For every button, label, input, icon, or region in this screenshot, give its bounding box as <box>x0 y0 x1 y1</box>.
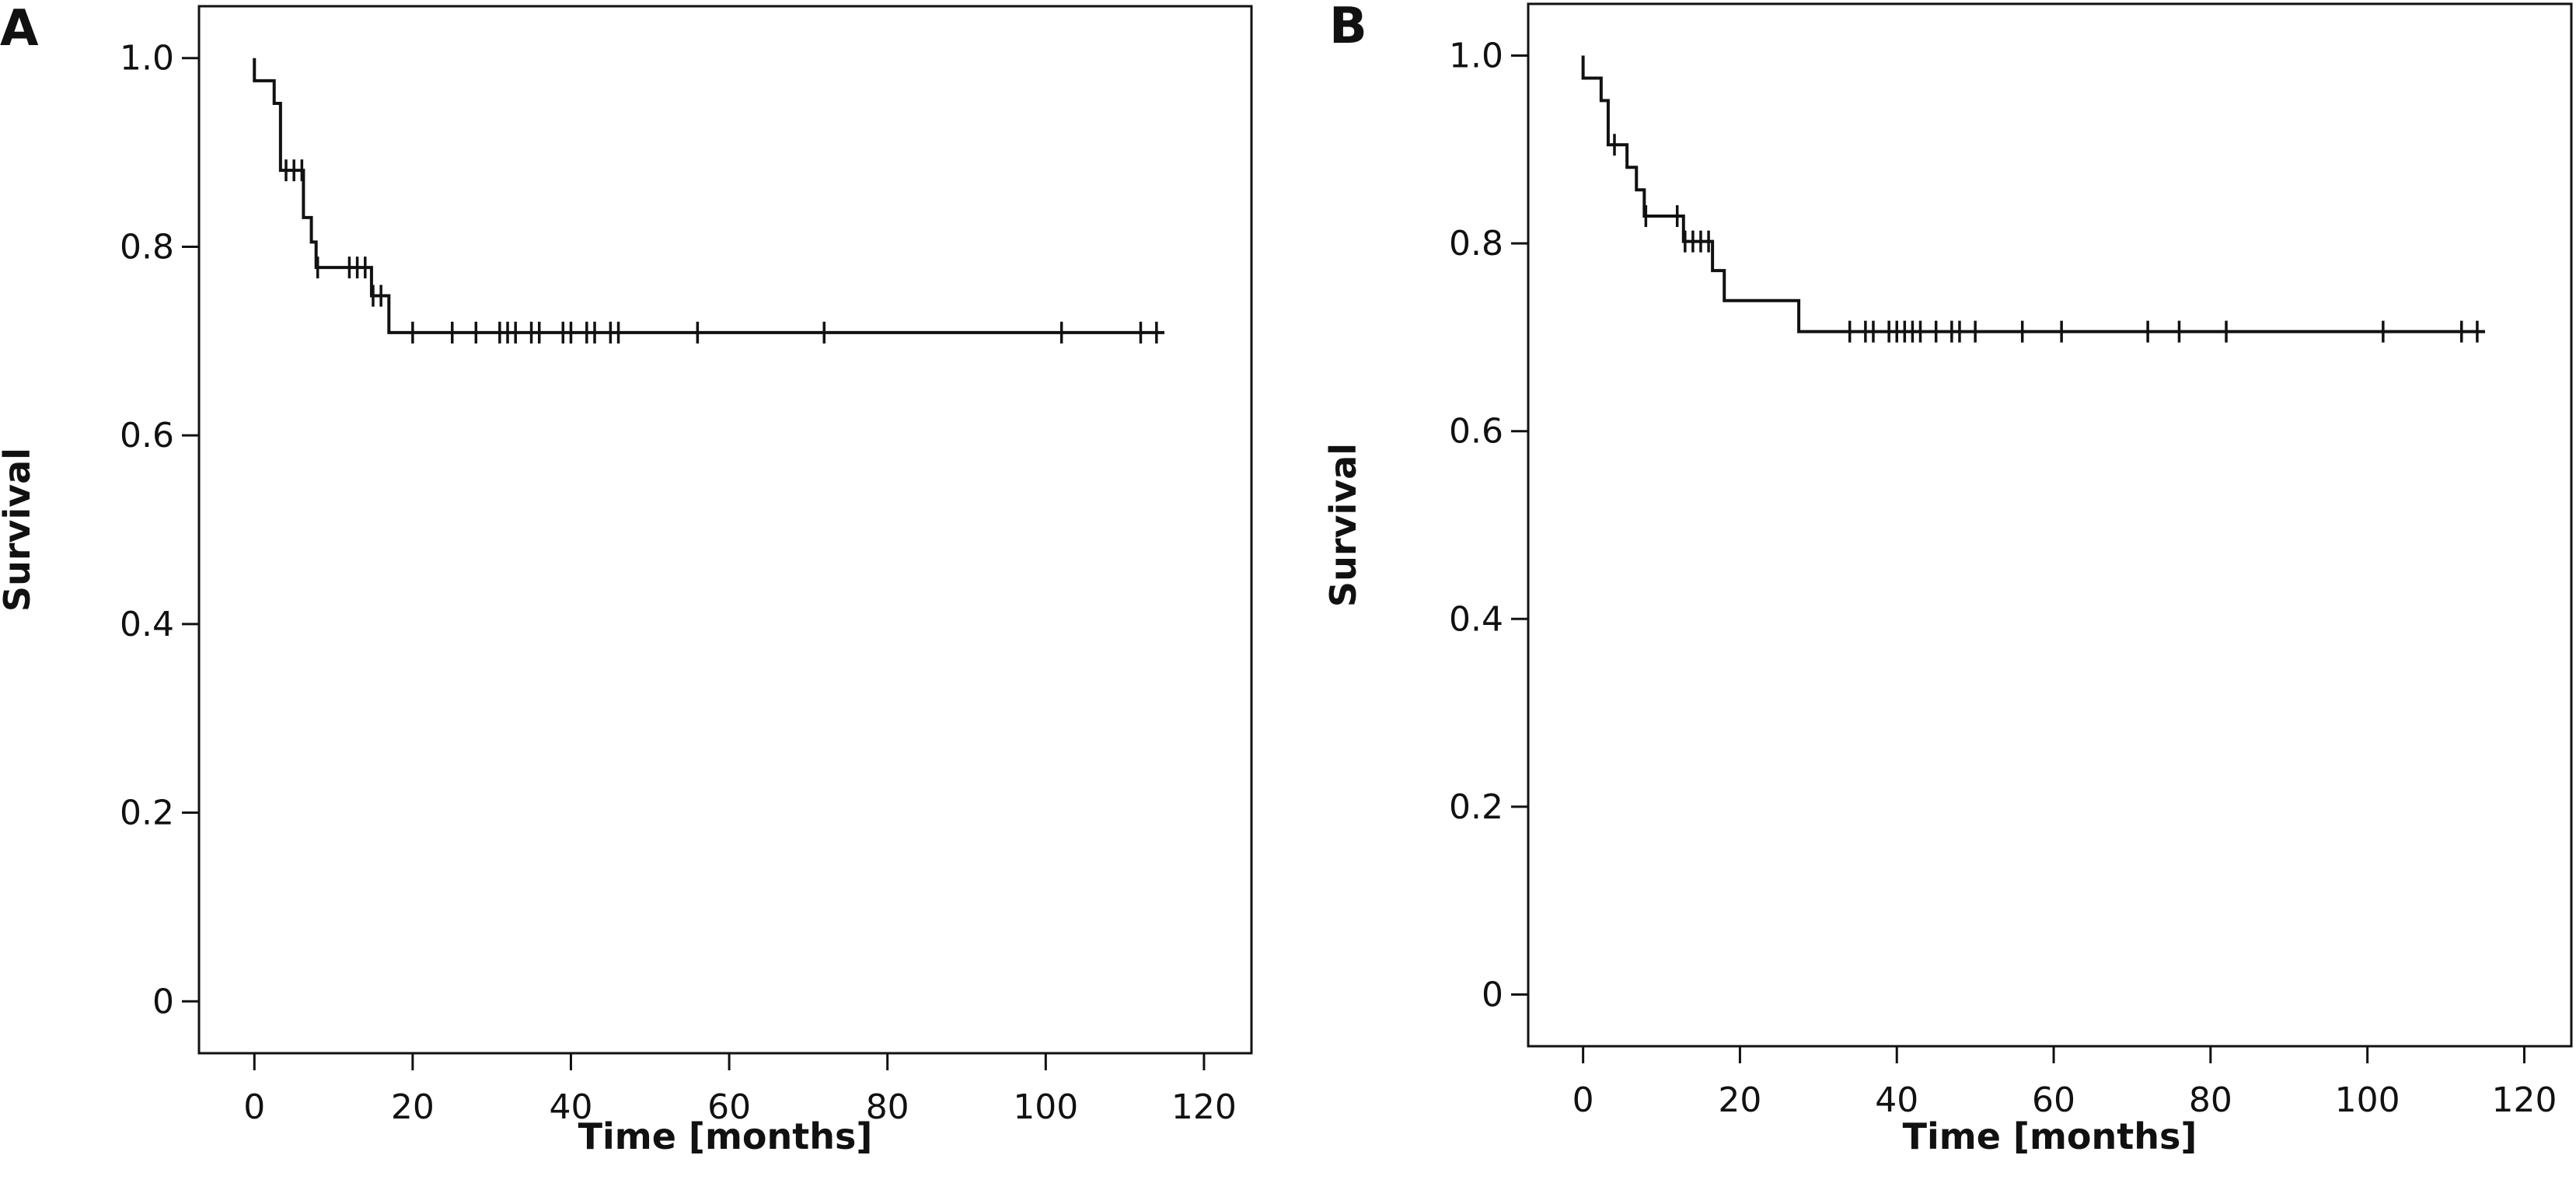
x-tick-label: 100 <box>2335 1080 2400 1120</box>
plot-frame <box>197 5 1253 1055</box>
x-tick-label: 120 <box>2491 1080 2557 1120</box>
x-tick-label: 80 <box>866 1087 909 1127</box>
chart-panel-a: A 0 0.2 0.4 0.6 0.8 1.0 0 20 40 60 80 100 120 Time [mo… <box>0 0 1253 1157</box>
x-tick-label: 0 <box>1572 1080 1594 1120</box>
x-tick-label: 40 <box>1875 1080 1918 1120</box>
survival-curve <box>253 58 1165 334</box>
y-tick-label: 0.6 <box>120 416 174 455</box>
y-tick-label: 0.2 <box>120 794 174 833</box>
panel-label: A <box>0 0 39 58</box>
x-axis-title: Time [months] <box>1903 1115 2197 1157</box>
y-tick-label: 0.6 <box>1449 412 1503 452</box>
x-tick-label: 0 <box>243 1087 265 1127</box>
y-tick-label: 0 <box>152 982 174 1021</box>
x-tick-label: 80 <box>2189 1080 2232 1120</box>
survival-curve <box>1581 55 2486 333</box>
x-tick-label: 100 <box>1013 1087 1078 1127</box>
y-tick-label: 1.0 <box>120 39 174 79</box>
y-tick-label: 0.8 <box>1449 224 1503 263</box>
x-tick-label: 60 <box>707 1087 751 1127</box>
chart-panel-b: B 0 0.2 0.4 0.6 0.8 1.0 0 20 40 60 80 100 120 Time [mo… <box>1322 0 2573 1157</box>
y-tick-label: 0 <box>1482 975 1503 1015</box>
y-tick-label: 1.0 <box>1449 36 1503 75</box>
y-tick-label: 0.8 <box>120 227 174 267</box>
y-axis-title: Survival <box>1322 443 1364 607</box>
x-tick-label: 120 <box>1171 1087 1237 1127</box>
y-tick-label: 0.2 <box>1449 787 1503 827</box>
x-tick-label: 20 <box>391 1087 435 1127</box>
panel-label: B <box>1329 0 1367 55</box>
y-tick-label: 0.4 <box>1449 599 1503 639</box>
y-tick-label: 0.4 <box>120 605 174 644</box>
x-tick-label: 20 <box>1718 1080 1761 1120</box>
x-tick-label: 60 <box>2032 1080 2075 1120</box>
x-tick-label: 40 <box>549 1087 592 1127</box>
plot-frame <box>1527 2 2573 1048</box>
y-axis-title: Survival <box>0 448 38 612</box>
x-axis-title: Time [months] <box>578 1115 873 1157</box>
